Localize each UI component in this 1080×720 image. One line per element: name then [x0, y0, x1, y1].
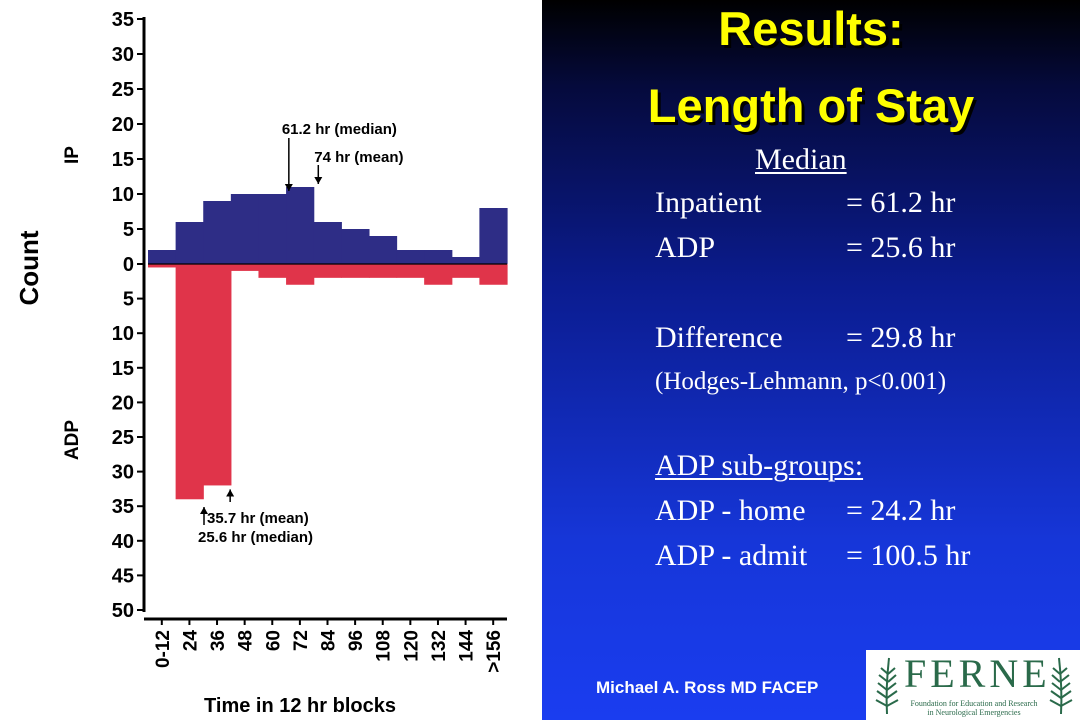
- adp-bar: [175, 264, 204, 500]
- adp-group-label: ADP: [62, 420, 83, 460]
- adp-bar: [424, 264, 453, 285]
- y-tick-label: 40: [112, 531, 134, 553]
- chart-panel: Count IP ADP Time in 12 hr blocks 35 30 25…: [14, 9, 508, 717]
- y-tick-label: 10: [112, 323, 134, 345]
- subgroup-header: ADP sub-groups:: [655, 449, 864, 482]
- adp-bar: [368, 264, 398, 278]
- slide-title-line2: Length of Stay: [647, 79, 975, 132]
- adp-bar: [313, 264, 342, 278]
- ip-bar: [479, 208, 508, 264]
- ferne-logo: FERNE Foundation for Education and Resea…: [866, 650, 1080, 720]
- y-tick-label: 15: [112, 149, 134, 171]
- ip-bar: [286, 187, 315, 264]
- ip-bar: [175, 222, 204, 264]
- adp-median-annotation: 25.6 hr (median): [198, 529, 313, 546]
- los-histogram: Count IP ADP Time in 12 hr blocks 35 30 25…: [14, 9, 508, 717]
- x-tick-label: 144: [457, 630, 478, 662]
- fern-left-icon: [875, 657, 899, 715]
- ip-mean-arrow-head: [314, 177, 323, 184]
- adp-median-arrow-head: [200, 507, 208, 514]
- inpatient-value: = 61.2 hr: [846, 186, 956, 219]
- adp-value: = 25.6 hr: [846, 231, 956, 264]
- x-tick-label: 24: [180, 630, 201, 652]
- ip-median-annotation: 61.2 hr (median): [282, 121, 397, 138]
- ip-bar: [148, 250, 177, 264]
- y-tick-label: 10: [112, 184, 134, 206]
- ip-bar: [341, 229, 370, 264]
- difference-value: = 29.8 hr: [846, 321, 956, 354]
- adp-label: ADP: [655, 231, 716, 264]
- y-tick-label: 20: [112, 392, 134, 414]
- x-tick-label: 0-12: [153, 630, 174, 668]
- ip-bar: [396, 250, 425, 264]
- y-tick-label: 30: [112, 44, 134, 66]
- x-tick-label: 120: [401, 630, 422, 662]
- adp-home-value: = 24.2 hr: [846, 494, 956, 527]
- y-tick-label: 45: [112, 565, 134, 587]
- adp-mean-arrow-head: [226, 489, 235, 497]
- adp-bar: [479, 264, 508, 285]
- y-tick-label: 35: [112, 9, 134, 31]
- logo-subtitle-line2: in Neurological Emergencies: [927, 708, 1021, 717]
- adp-bar: [451, 264, 480, 278]
- inpatient-label: Inpatient: [655, 186, 762, 219]
- y-tick-label: 30: [112, 462, 134, 484]
- adp-bar: [396, 264, 425, 278]
- x-tick-label: 132: [429, 630, 450, 662]
- y-tick-label: 25: [112, 427, 134, 449]
- ip-bar: [230, 194, 260, 264]
- x-tick-label: 72: [291, 630, 312, 651]
- ip-bar: [203, 201, 232, 264]
- y-tick-label: 5: [123, 219, 134, 241]
- slide-title-line1: Results:: [718, 2, 904, 55]
- adp-bar: [258, 264, 287, 278]
- difference-label: Difference: [655, 321, 783, 354]
- logo-text: FERNE: [904, 651, 1051, 696]
- y-tick-label: 0: [123, 254, 134, 276]
- y-tick-label: 5: [123, 289, 134, 311]
- adp-mean-annotation: 35.7 hr (mean): [207, 510, 309, 527]
- adp-bar: [203, 264, 232, 486]
- ip-group-label: IP: [62, 146, 83, 164]
- ip-bar: [258, 194, 287, 264]
- adp-bar: [341, 264, 370, 278]
- ip-mean-annotation: 74 hr (mean): [314, 149, 403, 166]
- median-header: Median: [755, 143, 847, 176]
- footer-author: Michael A. Ross MD FACEP: [596, 678, 819, 697]
- y-axis-label: Count: [14, 230, 44, 305]
- ip-bar: [451, 257, 480, 264]
- adp-bar: [148, 264, 177, 268]
- logo-subtitle-line1: Foundation for Education and Research: [910, 699, 1038, 708]
- x-tick-label: 48: [236, 630, 257, 651]
- ip-bar: [424, 250, 453, 264]
- y-tick-label: 35: [112, 496, 134, 518]
- adp-bar: [286, 264, 315, 285]
- x-axis-label: Time in 12 hr blocks: [204, 695, 396, 717]
- x-tick-label: 36: [208, 630, 229, 651]
- x-tick-label: >156: [484, 630, 505, 673]
- adp-home-label: ADP - home: [655, 494, 806, 527]
- adp-admit-label: ADP - admit: [655, 539, 808, 572]
- y-tick-label: 25: [112, 79, 134, 101]
- y-tick-label: 20: [112, 114, 134, 136]
- ip-bar: [313, 222, 342, 264]
- x-tick-label: 96: [346, 630, 367, 651]
- y-tick-label: 50: [112, 600, 134, 622]
- x-tick-label: 84: [319, 630, 340, 652]
- ip-median-arrow-head: [284, 184, 293, 191]
- y-tick-label: 15: [112, 358, 134, 380]
- results-panel: Results: Length of Stay Median Inpatient…: [542, 0, 1080, 720]
- adp-admit-value: = 100.5 hr: [846, 539, 971, 572]
- hodges-lehmann-note: (Hodges-Lehmann, p<0.001): [655, 368, 947, 395]
- fern-right-icon: [1049, 657, 1073, 715]
- x-tick-label: 60: [263, 630, 284, 651]
- adp-bar: [230, 264, 260, 271]
- ip-bar: [368, 236, 398, 264]
- x-tick-label: 108: [374, 630, 395, 662]
